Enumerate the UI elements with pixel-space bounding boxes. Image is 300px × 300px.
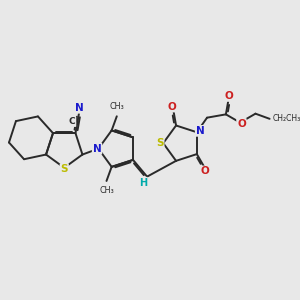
- Text: CH₃: CH₃: [110, 102, 124, 111]
- Text: C: C: [69, 117, 76, 126]
- Text: CH₂CH₃: CH₂CH₃: [272, 114, 300, 123]
- Text: N: N: [196, 126, 205, 136]
- Text: O: O: [224, 91, 233, 101]
- Text: S: S: [61, 164, 68, 174]
- Text: S: S: [156, 138, 164, 148]
- Text: N: N: [75, 103, 84, 113]
- Text: O: O: [201, 167, 209, 176]
- Text: N: N: [93, 144, 101, 154]
- Text: O: O: [237, 119, 246, 129]
- Text: O: O: [167, 102, 176, 112]
- Text: CH₃: CH₃: [99, 186, 114, 195]
- Text: H: H: [139, 178, 147, 188]
